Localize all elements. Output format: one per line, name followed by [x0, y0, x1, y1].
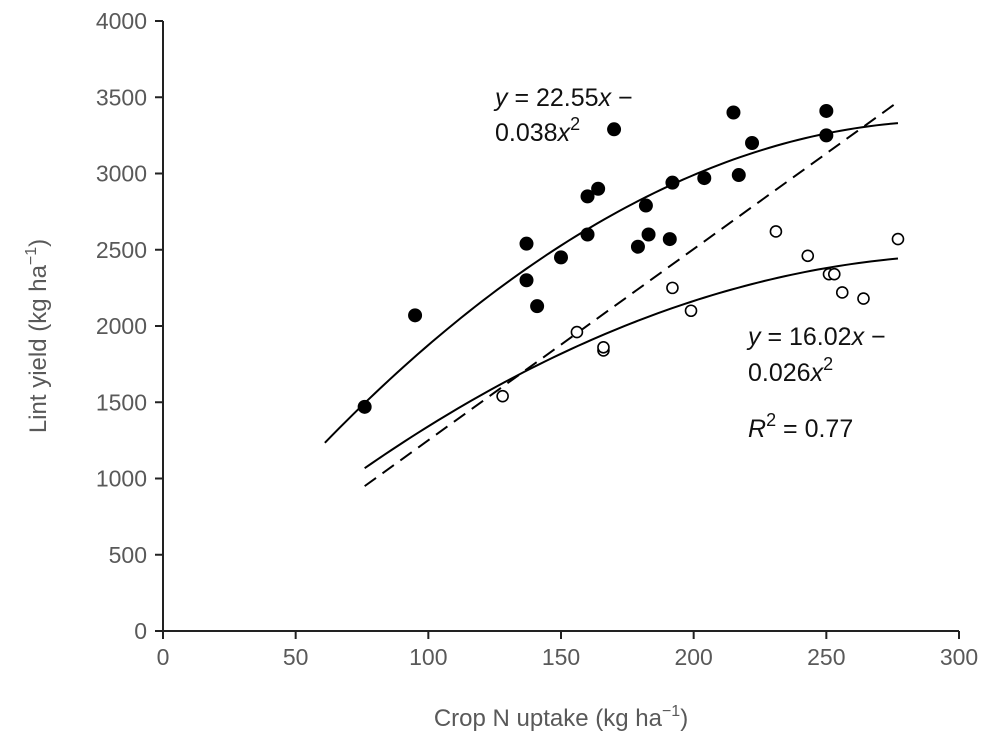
filled-point [819, 128, 834, 143]
open-point [801, 249, 815, 263]
fit-curve-open [364, 257, 899, 470]
x-tick-label: 100 [409, 644, 447, 670]
filled-point [638, 198, 653, 213]
equation-filled-line1: y = 22.55x − [493, 84, 633, 112]
y-tick-label: 0 [134, 618, 147, 644]
x-tick-label: 50 [283, 644, 309, 670]
filled-point [408, 308, 423, 323]
open-point [835, 286, 849, 299]
filled-point [731, 168, 746, 183]
filled-point [726, 105, 741, 120]
y-tick-label: 2000 [96, 313, 147, 339]
x-tick-label: 200 [674, 644, 712, 670]
y-tick-label: 1500 [96, 389, 147, 415]
y-tick-label: 3000 [96, 161, 147, 187]
filled-point [607, 122, 622, 137]
y-tick-label: 4000 [96, 8, 147, 34]
filled-point [641, 227, 656, 242]
filled-point [819, 103, 834, 118]
filled-point [745, 136, 760, 150]
filled-point [591, 181, 606, 196]
filled-point [519, 236, 534, 251]
equation-open-line2: 0.026x2 [748, 354, 833, 387]
equation-open-line1: y = 16.02x − [746, 323, 886, 351]
filled-point [519, 273, 534, 288]
equation-filled-line2: 0.038x2 [495, 114, 580, 147]
filled-point [665, 175, 680, 190]
filled-point [357, 399, 372, 414]
filled-point [580, 189, 595, 204]
open-point [597, 341, 610, 354]
y-axis-title: Lint yield (kg ha−1) [23, 239, 52, 433]
filled-point [697, 171, 712, 186]
fit-curve-filled [324, 122, 899, 444]
r-squared-label: R2 = 0.77 [748, 410, 853, 443]
y-tick-label: 500 [109, 542, 147, 568]
x-axis-title: Crop N uptake (kg ha−1) [434, 703, 688, 732]
x-tick-label: 300 [940, 644, 978, 670]
filled-point [580, 227, 595, 242]
open-point [827, 267, 841, 281]
x-tick-label: 0 [157, 644, 170, 670]
x-tick-label: 150 [542, 644, 580, 670]
open-point [769, 225, 783, 238]
open-point [891, 232, 905, 246]
data-points [357, 103, 905, 414]
y-tick-label: 2500 [96, 237, 147, 263]
x-tick-label: 250 [807, 644, 845, 670]
filled-point [630, 239, 645, 254]
ticks: 0 50 100 150 200 250 3000500100015002000250030… [96, 8, 978, 670]
open-point [496, 389, 509, 403]
fit-curves [324, 122, 899, 470]
y-tick-label: 3500 [96, 84, 147, 110]
filled-point [530, 299, 545, 314]
open-point [570, 325, 584, 339]
filled-point [554, 250, 568, 265]
open-point [666, 281, 679, 295]
filled-point [662, 232, 677, 247]
open-point [857, 292, 870, 305]
open-point [684, 304, 698, 318]
y-tick-label: 1000 [96, 466, 147, 492]
